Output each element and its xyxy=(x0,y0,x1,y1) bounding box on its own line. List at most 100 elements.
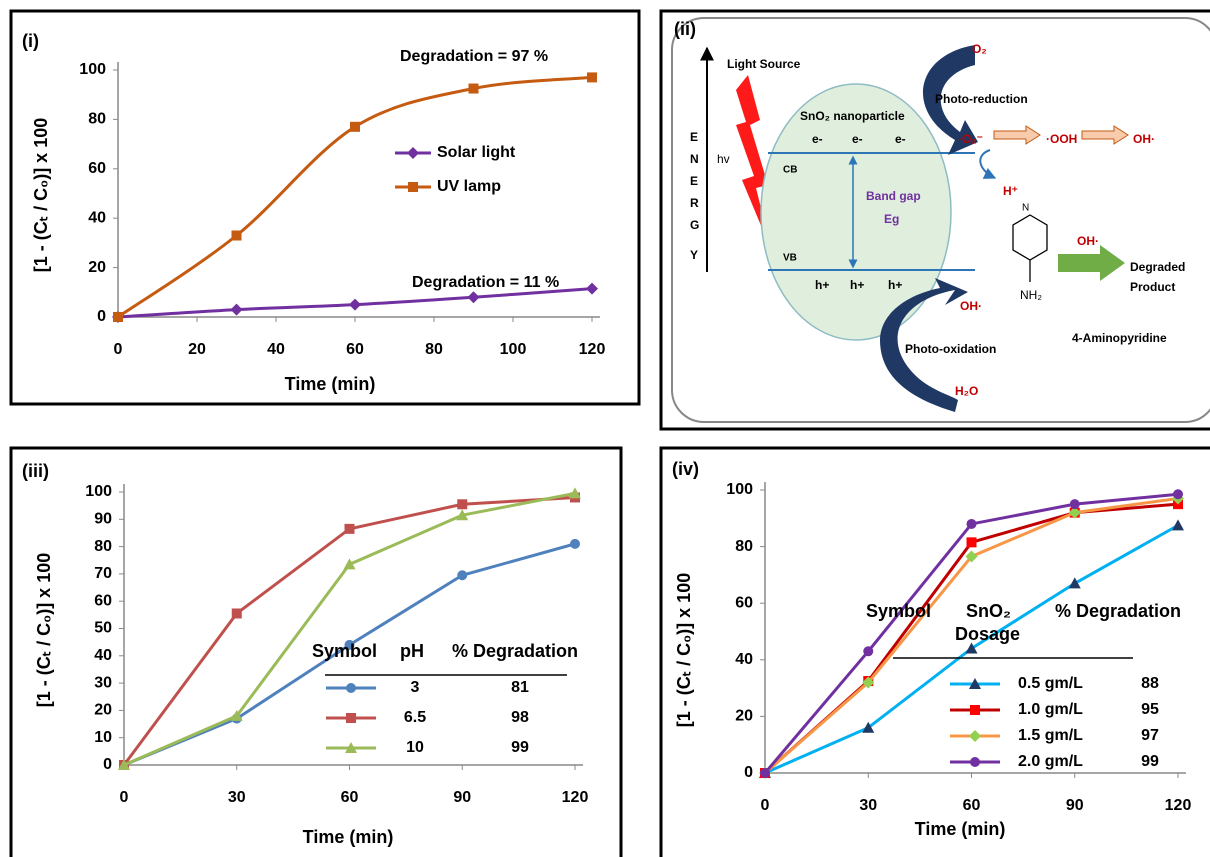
legend-header: Dosage xyxy=(955,624,1020,644)
proton: H⁺ xyxy=(1003,184,1018,198)
panel-label: (i) xyxy=(22,31,39,51)
legend-header: % Degradation xyxy=(1055,601,1181,621)
legend-label: 0.5 gm/L xyxy=(1018,675,1083,692)
marker xyxy=(344,523,355,534)
proton-arrow xyxy=(979,149,997,179)
marker xyxy=(457,499,468,510)
oh-label: OH· xyxy=(960,299,982,313)
y-tick-label: 100 xyxy=(79,61,106,78)
marker xyxy=(350,121,360,132)
marker xyxy=(862,676,875,689)
marker xyxy=(456,509,469,521)
marker xyxy=(587,72,597,83)
series-line xyxy=(122,495,576,766)
y-tick-label: 10 xyxy=(94,729,112,746)
marker xyxy=(863,646,874,657)
energy-letter: E xyxy=(690,174,698,188)
x-tick-label: 0 xyxy=(114,341,123,358)
hydroxyl: OH· xyxy=(1133,132,1155,146)
x-tick-label: 90 xyxy=(1066,797,1084,814)
legend-degradation: 97 xyxy=(1141,727,1159,744)
energy-letter: N xyxy=(690,152,699,166)
y-tick-label: 80 xyxy=(94,538,112,555)
superoxide: ·O₂⁻ xyxy=(958,132,983,146)
reaction-arrow xyxy=(1081,125,1129,145)
photo-reduction: Photo-reduction xyxy=(935,92,1028,106)
panel-frame xyxy=(9,9,641,406)
x-axis-label: Time (min) xyxy=(303,827,394,847)
legend-label: 1.5 gm/L xyxy=(1018,727,1083,744)
oxidation-arrow xyxy=(880,278,968,412)
series-line xyxy=(123,491,576,767)
marker xyxy=(1173,489,1183,500)
panel-frame xyxy=(659,446,1210,857)
product: Product xyxy=(1130,280,1175,294)
marker xyxy=(965,642,978,654)
marker xyxy=(965,550,978,563)
x-tick-label: 80 xyxy=(425,341,443,358)
hole: h+ xyxy=(850,278,864,292)
marker xyxy=(343,558,356,570)
x-tick-label: 40 xyxy=(267,341,285,358)
panel-label: (iv) xyxy=(672,459,699,479)
y-tick-label: 40 xyxy=(735,651,753,668)
marker xyxy=(408,182,418,192)
x-tick-label: 30 xyxy=(859,797,877,814)
marker xyxy=(570,538,580,549)
y-tick-label: 40 xyxy=(94,647,112,664)
legend-degradation: 99 xyxy=(1141,753,1159,770)
diagram: (ii) Light Source E N E R G Y hv SnO₂ na… xyxy=(671,17,1210,423)
legend-label: 10 xyxy=(406,739,424,756)
y-axis-label: [1 - (Cₜ / C₀)] x 100 xyxy=(31,118,51,272)
y-tick-label: 100 xyxy=(726,481,753,498)
degradation-arrow xyxy=(1058,245,1125,281)
y-tick-label: 40 xyxy=(88,209,106,226)
legend-degradation: 88 xyxy=(1141,675,1159,692)
panel-frame xyxy=(9,446,623,857)
marker xyxy=(966,537,977,548)
legend-header: SnO₂ xyxy=(966,601,1011,621)
x-tick-label: 30 xyxy=(228,789,246,806)
legend-degradation: 81 xyxy=(511,679,529,696)
legend-degradation: 99 xyxy=(511,739,529,756)
y-tick-label: 30 xyxy=(94,674,112,691)
x-tick-label: 60 xyxy=(346,341,364,358)
marker xyxy=(468,83,479,94)
legend-header: pH xyxy=(400,641,424,661)
hole: h+ xyxy=(888,278,902,292)
y-tick-label: 70 xyxy=(94,565,112,582)
ring-n: N xyxy=(1022,203,1029,214)
y-tick-label: 50 xyxy=(94,620,112,637)
energy-letter: R xyxy=(690,196,699,210)
product: Degraded xyxy=(1130,260,1185,274)
marker xyxy=(760,768,770,778)
x-axis-label: Time (min) xyxy=(285,374,376,394)
electron: e- xyxy=(895,132,906,146)
h2o-label: H₂O xyxy=(955,384,978,398)
o2-label: O₂ xyxy=(972,42,987,56)
panel-label: (ii) xyxy=(674,19,696,39)
energy-letter: G xyxy=(690,218,699,232)
band-gap-label: Band gap xyxy=(866,189,921,203)
vb-label: VB xyxy=(783,253,797,264)
y-tick-label: 20 xyxy=(735,708,753,725)
legend-degradation: 95 xyxy=(1141,701,1159,718)
y-tick-label: 100 xyxy=(85,483,112,500)
marker xyxy=(862,721,875,733)
eg-label: Eg xyxy=(884,212,899,226)
y-tick-label: 20 xyxy=(94,702,112,719)
marker xyxy=(970,757,980,767)
marker xyxy=(457,570,468,581)
marker xyxy=(1172,519,1184,531)
x-tick-label: 100 xyxy=(500,341,527,358)
y-tick-label: 90 xyxy=(94,511,112,528)
marker xyxy=(349,298,361,311)
panel-label: (iii) xyxy=(22,461,49,481)
cb-label: CB xyxy=(783,165,797,176)
energy-letter: E xyxy=(690,130,698,144)
x-tick-label: 120 xyxy=(1165,797,1192,814)
marker xyxy=(1068,506,1081,519)
x-tick-label: 20 xyxy=(188,341,206,358)
hydroperoxyl: ·OOH xyxy=(1046,132,1077,146)
